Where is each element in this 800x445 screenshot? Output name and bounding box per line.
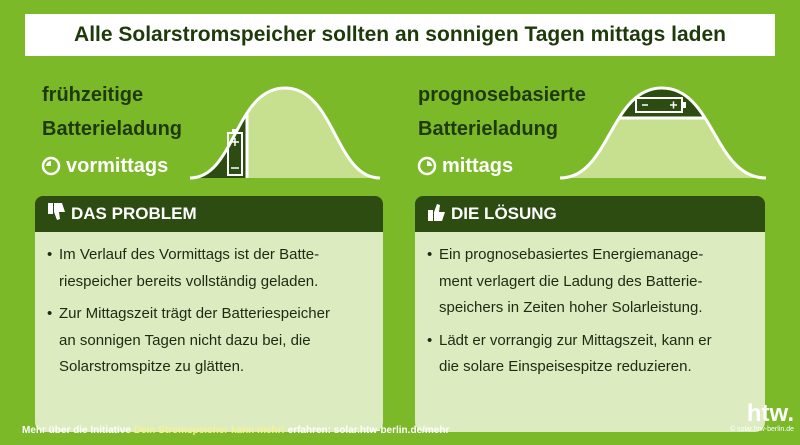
heading: frühzeitige Batterieladung	[42, 78, 182, 146]
bullet: Im Verlauf des Vormittags ist der Batte-…	[47, 242, 371, 295]
bullet-line: speichers in Zeiten hoher Solarleistung.	[439, 299, 703, 316]
thumb-down-icon	[48, 203, 65, 220]
thumb-up-icon	[428, 204, 445, 221]
logo-url: © solar.htw-berlin.de	[730, 426, 794, 433]
heading-line: frühzeitige	[42, 84, 144, 106]
box-title: DAS PROBLEM	[71, 204, 197, 223]
logo-name: htw.	[746, 400, 794, 427]
bullet-line: Zur Mittagszeit trägt der Batteriespeich…	[59, 305, 330, 322]
box-body: Ein prognosebasiertes Energiemanage-ment…	[415, 232, 765, 432]
solution-box: DIE LÖSUNG Ein prognosebasiertes Energie…	[415, 196, 765, 432]
time-label: mittags	[442, 155, 514, 177]
heading-line: prognosebasierte	[418, 84, 586, 106]
bullet-line: die solare Einspeisespitze reduzieren.	[439, 358, 692, 375]
bullet-line: riespeicher bereits vollständig geladen.	[59, 272, 319, 290]
heading-line: Batterieladung	[418, 118, 559, 140]
curves	[189, 86, 767, 180]
box-title: DIE LÖSUNG	[451, 204, 557, 223]
clock-icon	[417, 156, 437, 176]
bullet-line: Im Verlauf des Vormittags ist der Batte-	[59, 246, 320, 263]
heading: prognosebasierte Batterieladung	[418, 78, 586, 146]
bullet: Lädt er vorrangig zur Mittagszeit, kann …	[427, 328, 753, 381]
footer-text: erfahren: solar.htw-berlin.de/mehr	[287, 425, 450, 436]
bullet-line: Lädt er vorrangig zur Mittagszeit, kann …	[439, 331, 712, 349]
footer: Mehr über die Initiative Dein Stromspeic…	[22, 425, 449, 436]
bullet: Ein prognosebasiertes Energiemanage-ment…	[427, 242, 753, 322]
bullet-line: Solarstromspitze zu glätten.	[59, 358, 245, 375]
footer-text: Mehr über die Initiative	[22, 425, 131, 436]
title: Alle Solarstromspeicher sollten an sonni…	[25, 14, 775, 56]
footer-highlight: Dein Stromspeicher kann mehr!	[133, 425, 285, 436]
bullet-line: an sonnigen Tagen nicht dazu bei, die	[59, 331, 311, 349]
box-body: Im Verlauf des Vormittags ist der Batte-…	[35, 232, 383, 432]
problem-box: DAS PROBLEM Im Verlauf des Vormittags is…	[35, 196, 383, 432]
bullet: Zur Mittagszeit trägt der Batteriespeich…	[47, 301, 371, 381]
heading-line: Batterieladung	[42, 118, 183, 140]
box-header: DIE LÖSUNG	[415, 196, 765, 232]
bullet-line: ment verlagert die Ladung des Batterie-	[439, 272, 703, 290]
logo: htw. © solar.htw-berlin.de	[722, 400, 794, 434]
time-label: vormittags	[66, 155, 169, 177]
box-header: DAS PROBLEM	[35, 196, 383, 232]
clock-icon	[41, 156, 61, 176]
bullet-line: Ein prognosebasiertes Energiemanage-	[439, 246, 704, 263]
